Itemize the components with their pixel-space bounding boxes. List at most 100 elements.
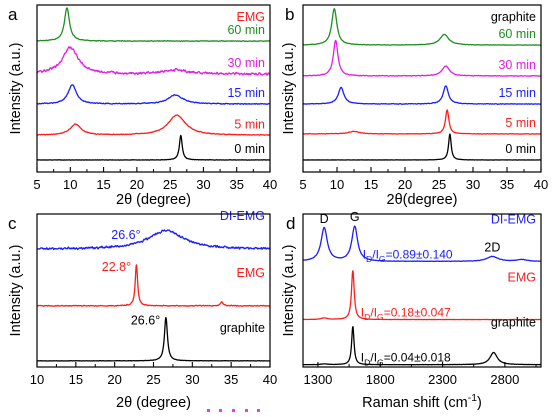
x-tick-label: 35 (229, 177, 243, 192)
curve-emg (303, 270, 541, 321)
x-tick-label: 1800 (366, 372, 395, 387)
text-run: ) (477, 395, 482, 411)
curves (303, 225, 541, 366)
x-axis-label: 2θ (degree) (116, 192, 191, 208)
curve-60-min (37, 7, 270, 43)
x-axis-ticks: 5 10 15 20 25 30 35 40 (299, 167, 548, 192)
x-tick-label: 2800 (490, 372, 519, 387)
peak-label: 26.6° (131, 314, 160, 328)
curve-15-min (37, 84, 270, 106)
plot-frame (302, 4, 542, 173)
x-tick-label: 15 (96, 177, 110, 192)
intensity-ratio-annotation: ID/IG=0.89±0.140 (363, 247, 453, 264)
x-tick-label: 2300 (428, 372, 457, 387)
series-label-graphite: graphite (491, 316, 536, 330)
subscript: D (366, 254, 372, 264)
series-label-60-min: 60 min (498, 27, 536, 41)
panel-letter: c (8, 214, 17, 233)
x-tick-label: 40 (263, 372, 277, 387)
x-axis-ticks: 5 10 15 20 25 30 35 40 (33, 167, 277, 192)
series-label-graphite: graphite (220, 321, 265, 335)
curve-5-min (37, 114, 270, 136)
dot (245, 409, 248, 412)
peak-label: 2D (484, 241, 500, 255)
x-tick-label: 30 (185, 372, 199, 387)
plot-area (303, 214, 541, 367)
curve-graphite (303, 326, 541, 366)
x-tick-label: 35 (500, 177, 514, 192)
plot-area (37, 214, 270, 367)
x-tick-label: 1300 (303, 372, 332, 387)
panel-a: 5 10 15 20 25 30 35 40 60 min 30 min 15 min 5 min 0 … (8, 4, 277, 208)
subscript: D (364, 312, 370, 322)
subscript: G (377, 312, 384, 322)
y-axis-label: Intensity (a.u.) (281, 43, 297, 135)
x-tick-label: 30 (196, 177, 210, 192)
curve-30-min (37, 46, 270, 76)
dot (207, 409, 210, 412)
dot (257, 409, 260, 412)
dot (232, 409, 235, 412)
x-tick-label: 20 (398, 177, 412, 192)
x-tick-label: 5 (299, 177, 306, 192)
series-label-60-min: 60 min (227, 23, 265, 37)
y-axis-label: Intensity (a.u.) (8, 245, 24, 337)
series-label-0-min: 0 min (234, 142, 265, 156)
text-run: =0.18±0.047 (384, 306, 451, 320)
series-label-15-min: 15 min (227, 86, 265, 100)
curve-30-min (303, 39, 541, 77)
subscript: G (377, 357, 384, 367)
panel-title: graphite (491, 10, 536, 24)
series-label-5-min: 5 min (234, 117, 265, 131)
text-run: I (363, 247, 366, 261)
x-tick-label: 15 (364, 177, 378, 192)
peak-label: 22.8° (102, 260, 131, 274)
text-run: Raman shift (cm (362, 395, 468, 411)
panel-title: EMG (237, 10, 265, 24)
series-label-emg: EMG (508, 271, 536, 285)
x-tick-label: 35 (224, 372, 238, 387)
text-run: /I (370, 351, 377, 365)
curves (37, 7, 270, 161)
decorative-dots (207, 409, 260, 412)
series-label-0-min: 0 min (505, 142, 536, 156)
series-label-30-min: 30 min (498, 58, 536, 72)
superscript: -1 (468, 393, 477, 404)
x-tick-label: 15 (69, 372, 83, 387)
x-tick-label: 20 (130, 177, 144, 192)
curve-0-min (37, 134, 270, 161)
x-tick-label: 20 (107, 372, 121, 387)
curve-5-min (303, 109, 541, 135)
text-run: =0.89±0.140 (386, 247, 453, 261)
plot-area (37, 5, 270, 172)
x-axis-label: 2θ(degree) (387, 192, 458, 208)
peak-label: D (320, 212, 329, 226)
panel-letter: a (8, 5, 18, 24)
x-axis-ticks: 1300 1800 2300 2800 (303, 362, 537, 387)
curve-graphite (37, 316, 270, 362)
x-axis-label: 2θ (degree) (116, 395, 191, 411)
x-tick-label: 10 (330, 177, 344, 192)
x-tick-label: 10 (63, 177, 77, 192)
curves (37, 229, 270, 362)
peak-label: G (350, 210, 360, 224)
series-label-di-emg: DI-EMG (220, 209, 265, 223)
plot-frame (302, 213, 542, 368)
subscript: G (379, 254, 386, 264)
x-axis-label: Raman shift (cm-1) (362, 393, 482, 411)
curve-di-emg (37, 229, 270, 251)
curve-emg (37, 264, 270, 307)
y-axis-label: Intensity (a.u.) (8, 43, 24, 135)
intensity-ratio-annotation: ID/IG=0.04±0.018 (361, 351, 451, 368)
series-label-15-min: 15 min (498, 86, 536, 100)
panel-letter: b (285, 5, 294, 24)
text-run: I (361, 351, 364, 365)
series-label-5-min: 5 min (505, 116, 536, 130)
panel-c: 10 15 20 25 30 35 40 DI-EMG 26.6° EMG 22.8° graphit… (8, 209, 277, 411)
text-run: /I (370, 306, 377, 320)
y-axis-label: Intensity (a.u.) (281, 245, 297, 337)
x-tick-label: 5 (33, 177, 40, 192)
dot (219, 409, 222, 412)
curve-15-min (303, 85, 541, 105)
